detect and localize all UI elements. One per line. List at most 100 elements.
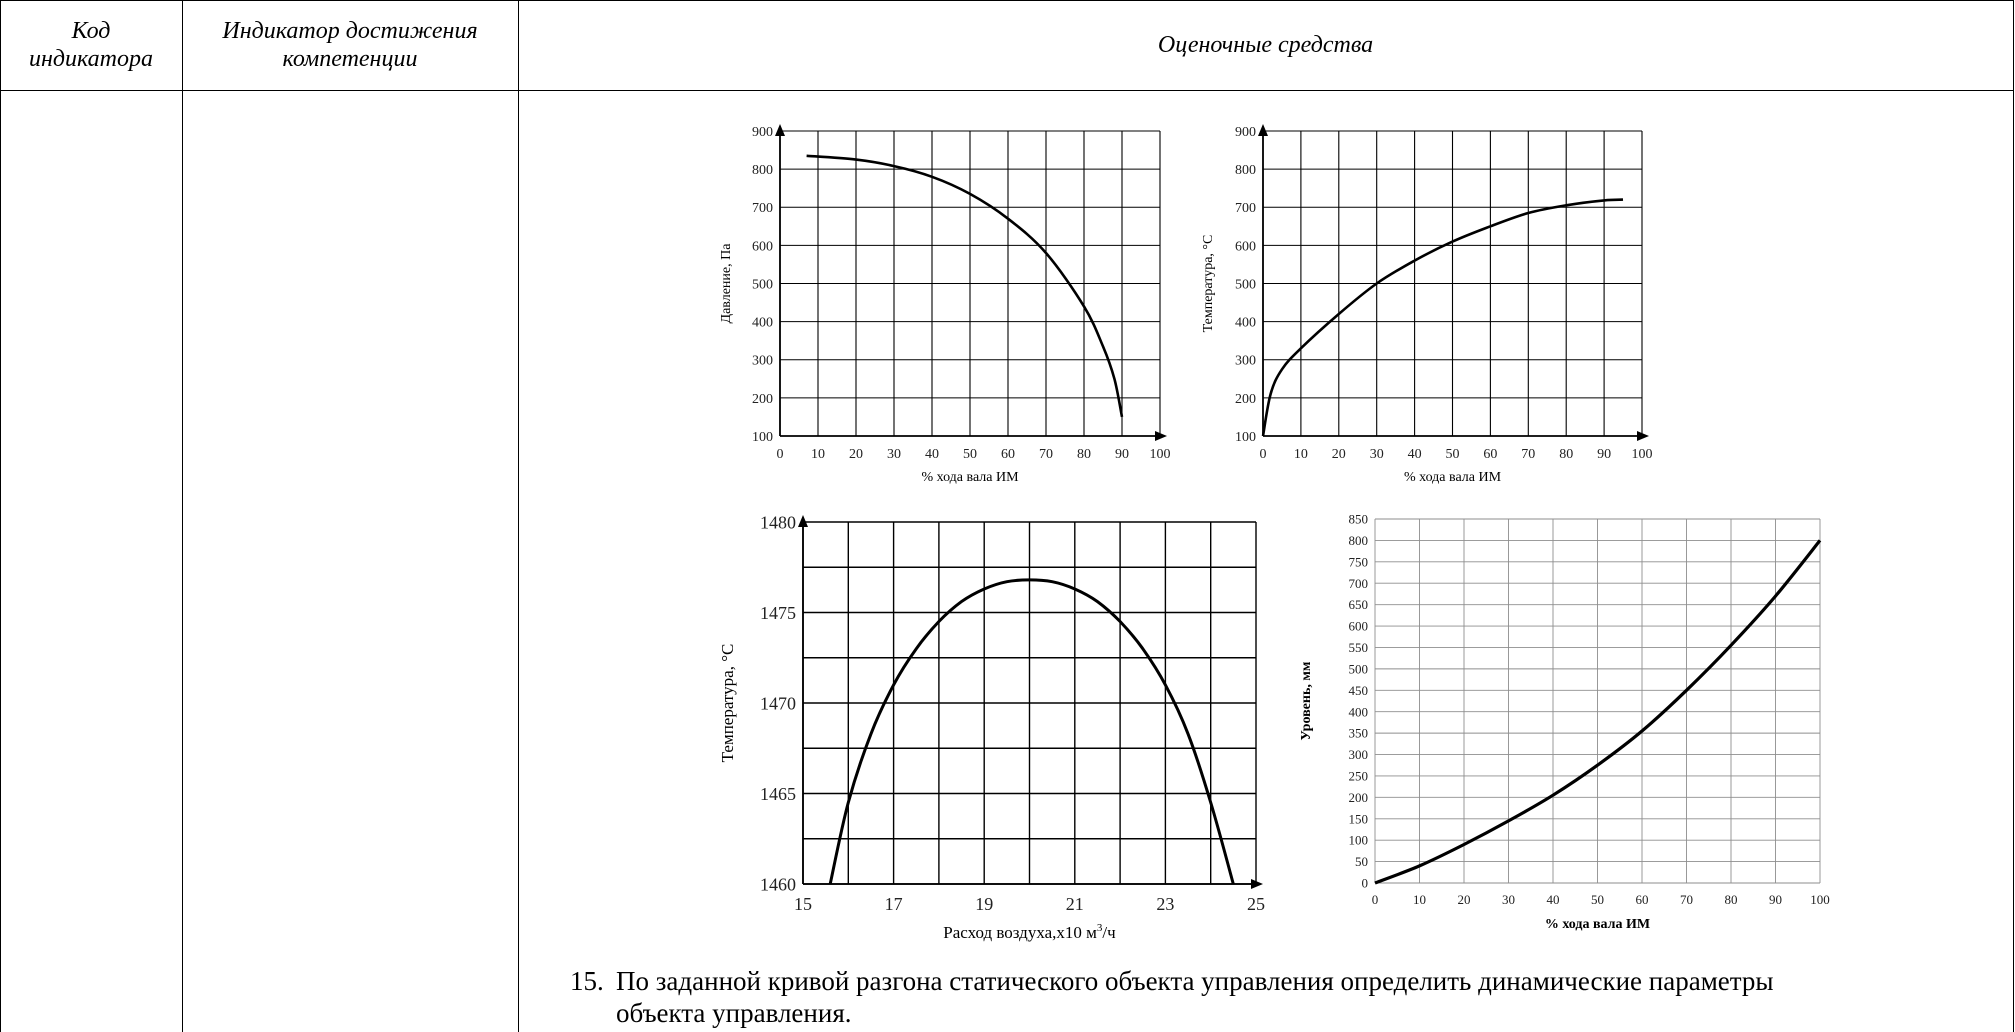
y-tick-label: 0: [1362, 876, 1369, 891]
header-indicator-line2: компетенции: [282, 46, 418, 72]
chart-temperature-airflow: 15 17 19 21 23 25 1460 1465 1470 1475 1480 Температ…: [718, 512, 1265, 942]
x-axis-label: % хода вала ИМ: [1404, 470, 1502, 485]
header-indicator-line1: Индикатор достижения: [222, 18, 478, 44]
y-tick-label: 700: [1349, 576, 1369, 591]
y-tick-label: 100: [1349, 833, 1369, 848]
x-tick-label: 60: [1636, 892, 1649, 907]
y-tick-label: 550: [1349, 640, 1369, 655]
x-tick-label: 70: [1039, 447, 1053, 462]
y-tick-label: 750: [1349, 554, 1369, 569]
x-tick-label: 17: [885, 894, 903, 914]
x-tick-label: 80: [1559, 447, 1573, 462]
y-tick-label: 300: [752, 354, 773, 369]
table-divider-code: [182, 0, 183, 1032]
x-tick-label: 20: [849, 447, 863, 462]
y-tick-label: 250: [1349, 768, 1369, 783]
y-tick-label: 800: [1349, 533, 1369, 548]
series-line: [828, 578, 1235, 885]
x-tick-label: 50: [1591, 892, 1604, 907]
task-15: 15. По заданной кривой разгона статическо…: [570, 965, 2015, 1029]
x-axis-arrow: [1637, 431, 1649, 441]
x-tick-label: 25: [1247, 894, 1265, 914]
x-tick-label: 30: [1370, 447, 1384, 462]
y-tick-label: 100: [1235, 430, 1256, 445]
x-tick-label: 100: [1632, 447, 1653, 462]
x-tick-label: 10: [811, 447, 825, 462]
series-line: [806, 154, 1124, 418]
x-tick-label: 0: [1260, 447, 1267, 462]
y-tick-label: 200: [1235, 392, 1256, 407]
y-tick-label: 500: [1235, 277, 1256, 292]
y-tick-label: 1465: [760, 784, 796, 804]
x-tick-label: 50: [963, 447, 977, 462]
x-tick-label: 23: [1156, 894, 1174, 914]
y-tick-label: 50: [1355, 854, 1368, 869]
x-tick-label: 70: [1521, 447, 1535, 462]
y-axis-label: Давление, Па: [719, 243, 734, 324]
x-tick-label: 50: [1446, 447, 1460, 462]
task-text-line2: объекта управления.: [616, 998, 852, 1028]
x-tick-label: 21: [1066, 894, 1084, 914]
y-tick-label: 700: [752, 201, 773, 216]
y-tick-label: 300: [1349, 747, 1369, 762]
y-tick-label: 100: [752, 430, 773, 445]
y-tick-label: 1460: [760, 874, 796, 894]
y-tick-label: 500: [1349, 661, 1369, 676]
y-tick-label: 600: [1235, 239, 1256, 254]
table-border-right: [2013, 0, 2014, 1032]
task-number: 15.: [570, 966, 604, 996]
chart-temperature-stroke: 0 10 20 30 40 50 60 70 80 90 100 100 200 300 400 500 600…: [1201, 124, 1653, 485]
y-axis-arrow: [798, 515, 808, 527]
y-tick-label: 900: [752, 125, 773, 140]
x-tick-label: 80: [1725, 892, 1738, 907]
header-code-line1: Код: [71, 18, 111, 44]
y-tick-label: 300: [1235, 354, 1256, 369]
y-tick-label: 400: [752, 316, 773, 331]
x-tick-label: 30: [887, 447, 901, 462]
x-tick-label: 0: [777, 447, 784, 462]
x-axis-arrow: [1155, 431, 1167, 441]
y-tick-label: 400: [1235, 316, 1256, 331]
y-tick-label: 650: [1349, 597, 1369, 612]
y-axis-label: Температура, °С: [718, 644, 737, 763]
series-line: [1261, 198, 1624, 437]
header-assessment-label: Оценочные средства: [1157, 32, 1374, 58]
x-axis-label: Расход воздуха,х10 м3/ч: [943, 922, 1116, 942]
table-header-divider: [0, 90, 2014, 91]
table-border-top: [0, 0, 2014, 1]
x-tick-label: 10: [1294, 447, 1308, 462]
header-code-line2: индикатора: [28, 46, 153, 72]
x-tick-label: 30: [1502, 892, 1515, 907]
x-axis-arrow: [1251, 879, 1263, 889]
y-tick-label: 600: [752, 239, 773, 254]
y-axis-label: Температура, °С: [1201, 235, 1216, 333]
x-tick-label: 100: [1810, 892, 1830, 907]
y-tick-label: 800: [752, 163, 773, 178]
y-tick-label: 500: [752, 277, 773, 292]
x-tick-label: 40: [1547, 892, 1560, 907]
header-assessment: Оценочные средства: [518, 0, 2013, 90]
x-tick-label: 19: [975, 894, 993, 914]
series-line: [1374, 539, 1822, 885]
header-indicator: Индикатор достижения компетенции: [182, 0, 518, 90]
x-tick-label: 20: [1332, 447, 1346, 462]
y-tick-label: 400: [1349, 704, 1369, 719]
y-tick-label: 150: [1349, 811, 1369, 826]
x-tick-label: 10: [1413, 892, 1426, 907]
y-axis-arrow: [775, 124, 785, 136]
x-tick-label: 100: [1150, 447, 1171, 462]
x-tick-label: 15: [794, 894, 812, 914]
x-tick-label: 90: [1597, 447, 1611, 462]
x-tick-label: 40: [1408, 447, 1422, 462]
y-tick-label: 200: [1349, 790, 1369, 805]
y-tick-label: 1470: [760, 693, 796, 713]
x-axis-label: % хода вала ИМ: [921, 470, 1019, 485]
table-divider-indicator: [518, 0, 519, 1032]
x-tick-label: 70: [1680, 892, 1693, 907]
x-axis-label: % хода вала ИМ: [1545, 917, 1650, 932]
y-tick-label: 600: [1349, 619, 1369, 634]
chart-level: 0 10 20 30 40 50 60 70 80 90 100 0 50 100 150 200 250 300…: [1299, 512, 1830, 932]
chart-pressure: 0 10 20 30 40 50 60 70 80 90 100 100 200 300 400 500 600…: [719, 124, 1171, 485]
x-tick-label: 0: [1372, 892, 1379, 907]
